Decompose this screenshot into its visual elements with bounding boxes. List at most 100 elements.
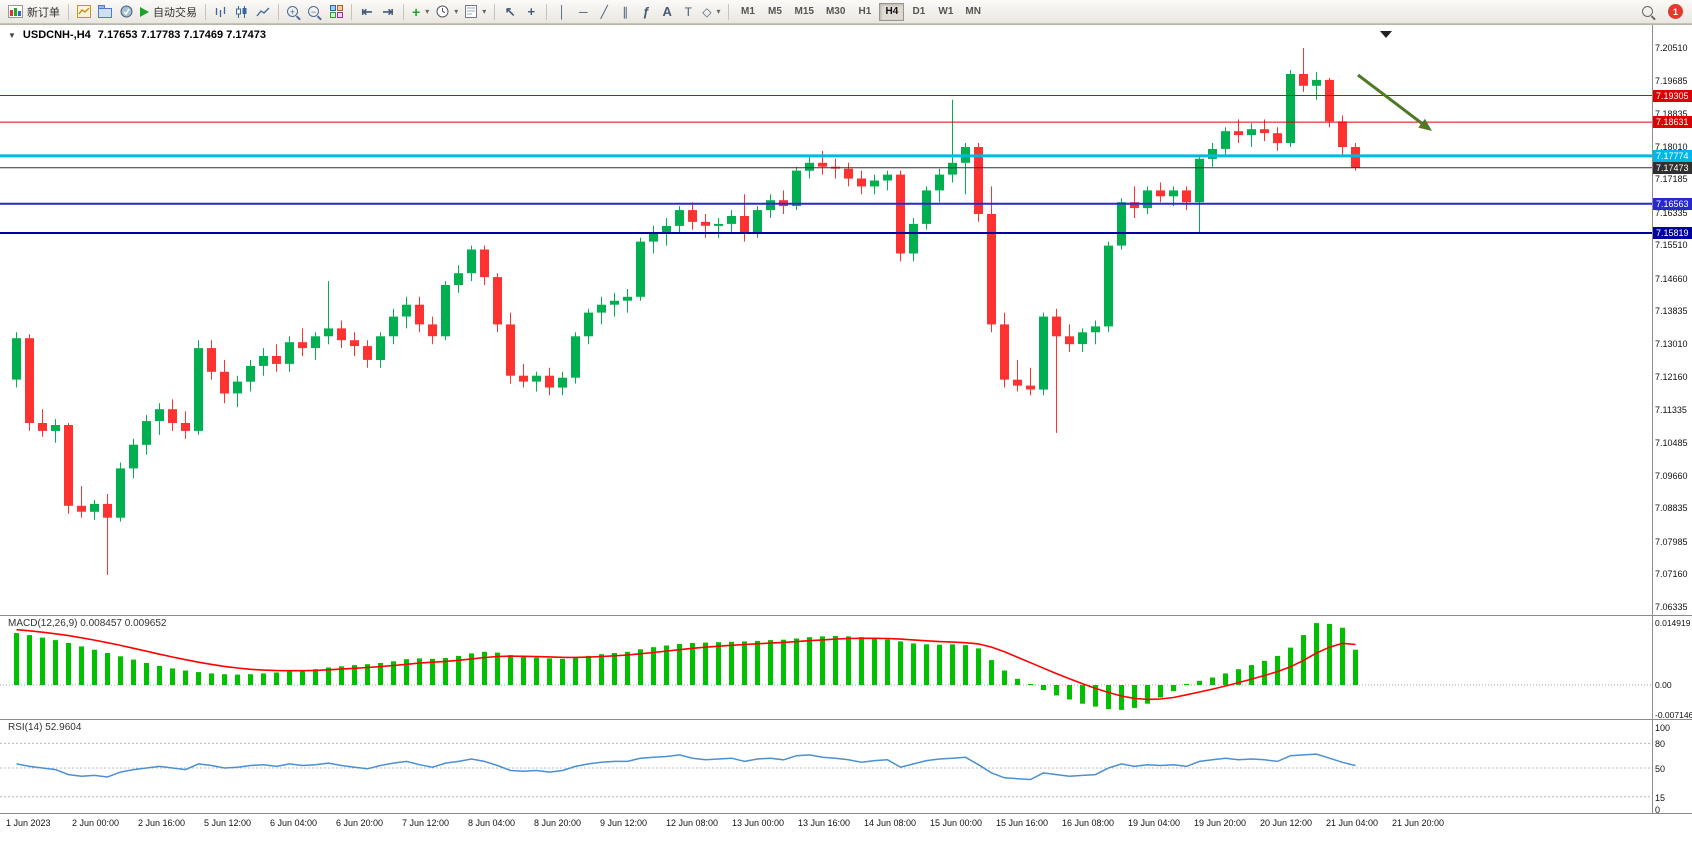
text-icon: A	[662, 4, 672, 19]
horizontal-line-button[interactable]: ─	[573, 2, 593, 22]
pane-separator	[0, 813, 1692, 814]
vertical-line-button[interactable]: │	[552, 2, 572, 22]
price-axis-label: 7.07985	[1655, 537, 1688, 547]
trendline-button[interactable]: ╱	[594, 2, 614, 22]
price-axis-label: 7.14660	[1655, 274, 1688, 284]
auto-trading-button[interactable]: 自动交易	[137, 2, 200, 22]
price-axis-label: 7.18835	[1655, 109, 1688, 119]
pane-separator[interactable]	[0, 615, 1692, 616]
fibonacci-button[interactable]: ƒ	[636, 2, 656, 22]
toolbar-separator	[68, 3, 69, 20]
annotation-arrow[interactable]	[1357, 73, 1425, 127]
toolbar-separator	[546, 3, 548, 20]
auto-scroll-button[interactable]: ⇤	[357, 2, 377, 22]
shapes-button[interactable]: ◇ ▾	[699, 2, 723, 22]
indicators-icon: +	[412, 3, 421, 20]
line-chart-button[interactable]	[253, 2, 273, 22]
price-axis-label: 7.17185	[1655, 174, 1688, 184]
tile-windows-button[interactable]	[326, 2, 346, 22]
timeframe-button-m30[interactable]: M30	[821, 3, 850, 21]
auto-trading-label: 自动交易	[153, 6, 197, 19]
chart-shift-button[interactable]: ⇥	[378, 2, 398, 22]
zoom-in-button[interactable]: +	[284, 2, 304, 22]
rsi-axis-label: 80	[1655, 739, 1666, 749]
timeframe-button-d1[interactable]: D1	[906, 3, 931, 21]
zoom-out-button[interactable]: −	[305, 2, 325, 22]
collapse-icon[interactable]: ▼	[8, 30, 16, 40]
time-axis[interactable]: 1 Jun 2023 2 Jun 00:00 2 Jun 16:00 5 Jun 12…	[0, 813, 1692, 845]
timeframe-toolbar: M1 M5 M15 M30 H1 H4 D1 W1 MN	[734, 2, 986, 21]
clock-icon	[436, 5, 449, 18]
time-axis-label: 21 Jun 04:00	[1326, 818, 1379, 828]
timeframe-button-m5[interactable]: M5	[762, 3, 787, 21]
vertical-line-icon: │	[558, 4, 566, 19]
timeframe-button-m15[interactable]: M15	[789, 3, 818, 21]
price-axis-label: 7.08835	[1655, 503, 1688, 513]
rsi-axis-label: 50	[1655, 764, 1666, 774]
text-label-button[interactable]: T	[678, 2, 698, 22]
new-order-label: 新订单	[27, 6, 60, 19]
market-watch-icon	[120, 5, 132, 18]
time-axis-label: 9 Jun 12:00	[600, 818, 648, 828]
timeframe-button-w1[interactable]: W1	[933, 3, 958, 21]
profiles-button[interactable]	[95, 2, 115, 22]
rsi-canvas[interactable]	[0, 719, 1652, 813]
chart-shift-marker[interactable]	[1380, 31, 1392, 38]
text-button[interactable]: A	[657, 2, 677, 22]
price-axis[interactable]: 7.20510 7.19685 7.18835 7.18010 7.17185 7.163…	[1652, 25, 1692, 615]
timeframe-button-h4[interactable]: H4	[879, 2, 905, 21]
template-icon	[465, 5, 478, 18]
timeframe-button-m1[interactable]: M1	[735, 3, 760, 21]
new-order-icon	[8, 5, 23, 18]
horizontal-lines-group[interactable]	[0, 95, 1652, 234]
bar-chart-icon	[215, 6, 226, 17]
chart-ohlc-quote: 7.17653 7.17783 7.17469 7.17473	[97, 29, 266, 41]
price-line-tag: 7.15819	[1653, 227, 1692, 239]
toolbar-separator	[351, 3, 352, 20]
time-axis-label: 5 Jun 12:00	[204, 818, 252, 828]
toolbar-separator	[728, 3, 730, 20]
toolbar-separator	[494, 3, 496, 20]
new-chart-icon	[77, 5, 91, 18]
time-axis-label: 1 Jun 2023	[6, 818, 51, 828]
zoom-out-icon: −	[308, 6, 319, 17]
chevron-down-icon: ▾	[454, 7, 459, 16]
time-axis-label: 8 Jun 04:00	[468, 818, 516, 828]
rsi-axis-label: 100	[1655, 723, 1671, 733]
price-chart-canvas[interactable]	[0, 25, 1652, 615]
equidistant-channel-button[interactable]: ∥	[615, 2, 635, 22]
price-axis-separator	[1652, 25, 1653, 813]
horizontal-line-icon: ─	[578, 4, 588, 19]
market-watch-button[interactable]	[116, 2, 136, 22]
pane-separator[interactable]	[0, 719, 1692, 720]
rsi-axis: 100 80 50 15 0	[1652, 719, 1692, 815]
periods-button[interactable]: ▾	[433, 2, 461, 22]
cursor-button[interactable]: ↖	[500, 2, 520, 22]
timeframe-button-mn[interactable]: MN	[960, 3, 986, 21]
annotation-arrow-head	[1418, 118, 1432, 132]
timeframe-button-h1[interactable]: H1	[852, 3, 877, 21]
price-axis-label: 7.19685	[1655, 76, 1688, 86]
bar-chart-button[interactable]	[211, 2, 231, 22]
rsi-axis-label: 0	[1655, 805, 1661, 815]
auto-scroll-icon: ⇤	[361, 4, 373, 19]
time-axis-label: 20 Jun 12:00	[1260, 818, 1313, 828]
candlestick-chart-button[interactable]	[232, 2, 252, 22]
macd-canvas[interactable]	[0, 615, 1652, 719]
chevron-down-icon: ▾	[425, 7, 430, 16]
search-button[interactable]	[1639, 2, 1659, 22]
time-axis-label: 13 Jun 16:00	[798, 818, 851, 828]
macd-histogram	[14, 623, 1358, 710]
templates-button[interactable]: ▾	[462, 2, 489, 22]
new-chart-button[interactable]	[74, 2, 94, 22]
notification-badge[interactable]: 1	[1668, 4, 1683, 19]
price-line-tag: 7.19305	[1653, 90, 1692, 102]
new-order-button[interactable]: 新订单	[5, 2, 63, 22]
crosshair-button[interactable]: +	[521, 2, 541, 22]
price-axis-label: 7.13010	[1655, 339, 1688, 349]
crosshair-icon: +	[527, 4, 536, 19]
indicators-button[interactable]: + ▾	[409, 2, 432, 22]
time-axis-label: 19 Jun 20:00	[1194, 818, 1247, 828]
rsi-indicator-label: RSI(14) 52.9604	[8, 722, 82, 733]
price-axis-label: 7.06335	[1655, 602, 1688, 612]
